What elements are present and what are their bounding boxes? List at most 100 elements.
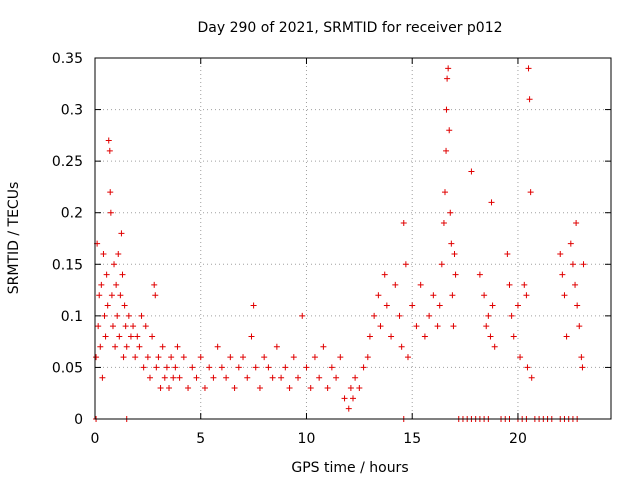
data-point bbox=[426, 312, 433, 319]
data-point bbox=[240, 354, 247, 361]
data-point bbox=[180, 354, 187, 361]
data-point bbox=[121, 302, 128, 309]
data-point bbox=[489, 302, 496, 309]
data-point bbox=[528, 374, 535, 381]
data-point bbox=[525, 65, 532, 72]
data-point bbox=[125, 312, 132, 319]
data-point bbox=[210, 374, 217, 381]
data-point bbox=[104, 302, 111, 309]
data-point bbox=[214, 343, 221, 350]
data-point bbox=[559, 271, 566, 278]
data-point bbox=[122, 323, 129, 330]
data-point bbox=[360, 364, 367, 371]
data-point bbox=[383, 302, 390, 309]
data-point bbox=[235, 364, 242, 371]
data-point bbox=[337, 354, 344, 361]
data-point bbox=[574, 302, 581, 309]
data-point bbox=[483, 323, 490, 330]
data-point bbox=[569, 261, 576, 268]
data-point bbox=[452, 271, 459, 278]
y-tick-label: 0.3 bbox=[61, 103, 83, 119]
data-point bbox=[140, 364, 147, 371]
grid-lines bbox=[95, 58, 611, 419]
data-point bbox=[526, 96, 533, 103]
data-point bbox=[488, 199, 495, 206]
data-point bbox=[114, 312, 121, 319]
data-point bbox=[107, 189, 114, 196]
data-point bbox=[115, 250, 122, 257]
data-point bbox=[381, 271, 388, 278]
data-point bbox=[392, 281, 399, 288]
y-tick-label: 0.35 bbox=[52, 51, 83, 67]
data-point bbox=[398, 343, 405, 350]
data-point bbox=[95, 323, 102, 330]
x-axis-label: GPS time / hours bbox=[291, 460, 408, 476]
data-point bbox=[155, 354, 162, 361]
data-point bbox=[491, 343, 498, 350]
data-point bbox=[371, 312, 378, 319]
data-point bbox=[443, 147, 450, 154]
data-point bbox=[320, 343, 327, 350]
data-point bbox=[421, 333, 428, 340]
data-point bbox=[250, 302, 257, 309]
data-point bbox=[117, 292, 124, 299]
data-point bbox=[345, 405, 352, 412]
data-point bbox=[138, 312, 145, 319]
data-point bbox=[578, 354, 585, 361]
x-axis-ticks: 0 5 10 15 20 bbox=[91, 58, 527, 447]
data-point bbox=[449, 292, 456, 299]
data-point bbox=[172, 364, 179, 371]
data-point bbox=[223, 374, 230, 381]
data-point bbox=[303, 364, 310, 371]
x-tick-label: 5 bbox=[196, 431, 205, 447]
data-point bbox=[170, 374, 177, 381]
data-point bbox=[151, 281, 158, 288]
data-point bbox=[404, 354, 411, 361]
data-point bbox=[388, 333, 395, 340]
data-point bbox=[231, 385, 238, 392]
data-point bbox=[444, 75, 451, 82]
data-point bbox=[377, 323, 384, 330]
data-point bbox=[111, 261, 118, 268]
data-point bbox=[451, 250, 458, 257]
data-point bbox=[413, 323, 420, 330]
data-point bbox=[508, 312, 515, 319]
data-point bbox=[244, 374, 251, 381]
data-point bbox=[130, 323, 137, 330]
data-point bbox=[311, 354, 318, 361]
data-point bbox=[96, 292, 103, 299]
data-point bbox=[510, 333, 517, 340]
data-point bbox=[109, 323, 116, 330]
data-point bbox=[265, 364, 272, 371]
data-point bbox=[185, 385, 192, 392]
data-point bbox=[159, 343, 166, 350]
data-point bbox=[521, 281, 528, 288]
data-point bbox=[149, 333, 156, 340]
data-point bbox=[157, 385, 164, 392]
data-point bbox=[557, 250, 564, 257]
data-point bbox=[446, 127, 453, 134]
data-point bbox=[487, 333, 494, 340]
data-point bbox=[468, 168, 475, 175]
data-point bbox=[98, 281, 105, 288]
data-point bbox=[201, 385, 208, 392]
data-point bbox=[527, 189, 534, 196]
data-point bbox=[567, 240, 574, 247]
data-point bbox=[108, 292, 115, 299]
data-point bbox=[256, 385, 263, 392]
data-point bbox=[99, 374, 106, 381]
y-tick-label: 0.2 bbox=[61, 206, 83, 222]
data-point bbox=[252, 364, 259, 371]
data-point bbox=[123, 343, 130, 350]
data-point bbox=[161, 374, 168, 381]
data-point bbox=[100, 250, 107, 257]
data-point bbox=[417, 281, 424, 288]
data-point bbox=[572, 281, 579, 288]
data-point bbox=[347, 385, 354, 392]
data-point bbox=[132, 354, 139, 361]
data-point bbox=[316, 374, 323, 381]
data-point bbox=[106, 147, 113, 154]
data-point bbox=[364, 354, 371, 361]
data-point bbox=[514, 302, 521, 309]
data-point bbox=[573, 220, 580, 227]
